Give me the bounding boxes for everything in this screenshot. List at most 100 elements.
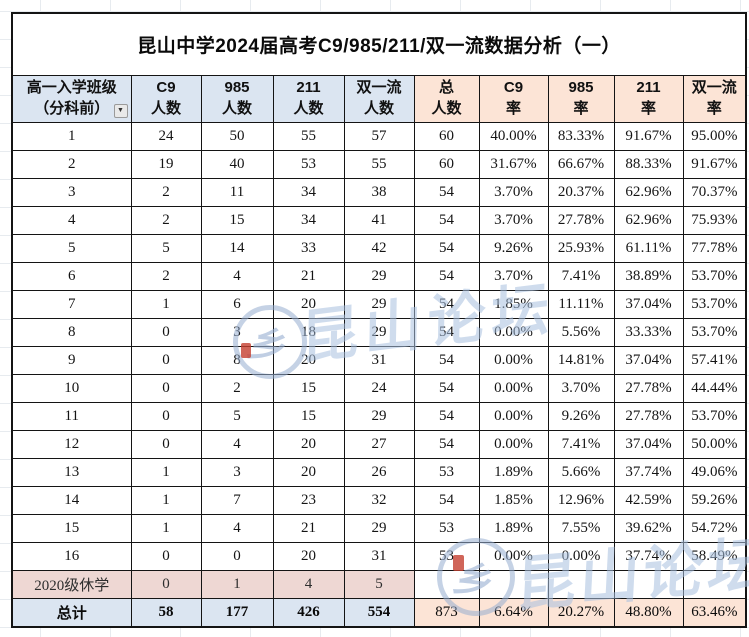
cell-p985_count[interactable]: 8 [200,345,274,375]
cell-c9_rate[interactable]: 0.00% [478,317,549,347]
cell-syl_rate[interactable]: 75.93% [682,205,747,235]
cell-p211_count[interactable]: 34 [272,205,345,235]
cell-total_count[interactable]: 54 [413,205,480,235]
cell-c9_rate[interactable]: 0.00% [478,401,549,431]
cell-syl_rate[interactable]: 59.26% [682,485,747,515]
cell-p985_rate[interactable] [547,569,615,599]
cell-syl_rate[interactable]: 53.70% [682,289,747,319]
cell-c9_count[interactable]: 0 [130,541,202,571]
cell-class[interactable]: 9 [11,345,132,375]
cell-class[interactable]: 11 [11,401,132,431]
cell-c9_count[interactable]: 0 [130,373,202,403]
cell-c9_rate[interactable]: 3.70% [478,261,549,291]
cell-syl_count[interactable]: 29 [343,317,415,347]
cell-p211_rate[interactable]: 37.04% [613,289,684,319]
cell-p985_rate[interactable]: 25.93% [547,233,615,263]
cell-p985_count[interactable]: 2 [200,373,274,403]
header-985-count[interactable]: 985 人数 [200,74,274,123]
cell-syl_count[interactable]: 32 [343,485,415,515]
cell-p985_rate[interactable]: 27.78% [547,205,615,235]
cell-p211_count[interactable]: 20 [272,457,345,487]
cell-c9_rate[interactable]: 1.85% [478,289,549,319]
cell-p211_count[interactable]: 15 [272,373,345,403]
cell-class[interactable]: 8 [11,317,132,347]
cell-p985_count[interactable]: 50 [200,121,274,151]
cell-class[interactable]: 总计 [11,597,132,628]
cell-p985_count[interactable]: 6 [200,289,274,319]
cell-syl_rate[interactable]: 70.37% [682,177,747,207]
cell-p985_count[interactable]: 0 [200,541,274,571]
cell-syl_count[interactable]: 31 [343,345,415,375]
cell-syl_count[interactable]: 24 [343,373,415,403]
cell-total_count[interactable]: 54 [413,261,480,291]
cell-p985_count[interactable]: 40 [200,149,274,179]
cell-p985_count[interactable]: 14 [200,233,274,263]
cell-class[interactable]: 14 [11,485,132,515]
header-total-count[interactable]: 总 人数 [413,74,480,123]
header-211-rate[interactable]: 211 率 [613,74,684,123]
cell-p985_rate[interactable]: 7.41% [547,261,615,291]
cell-p211_count[interactable]: 20 [272,429,345,459]
cell-p985_rate[interactable]: 11.11% [547,289,615,319]
cell-p211_count[interactable]: 20 [272,345,345,375]
cell-c9_rate[interactable]: 6.64% [478,597,549,628]
cell-c9_count[interactable]: 0 [130,429,202,459]
cell-p985_rate[interactable]: 7.41% [547,429,615,459]
header-shuangyiliu-count[interactable]: 双一流 人数 [343,74,415,123]
cell-p211_rate[interactable] [613,569,684,599]
cell-c9_rate[interactable]: 3.70% [478,177,549,207]
cell-p211_rate[interactable]: 27.78% [613,401,684,431]
cell-total_count[interactable]: 54 [413,177,480,207]
cell-c9_count[interactable]: 58 [130,597,202,628]
cell-p211_rate[interactable]: 48.80% [613,597,684,628]
cell-syl_rate[interactable]: 58.49% [682,541,747,571]
cell-p211_count[interactable]: 23 [272,485,345,515]
cell-c9_count[interactable]: 2 [130,261,202,291]
cell-p211_rate[interactable]: 91.67% [613,121,684,151]
cell-p985_count[interactable]: 1 [200,569,274,599]
cell-p985_count[interactable]: 3 [200,317,274,347]
cell-syl_rate[interactable]: 50.00% [682,429,747,459]
cell-syl_rate[interactable]: 57.41% [682,345,747,375]
cell-class[interactable]: 2 [11,149,132,179]
cell-c9_count[interactable]: 0 [130,569,202,599]
cell-p211_rate[interactable]: 37.74% [613,457,684,487]
cell-p211_rate[interactable]: 42.59% [613,485,684,515]
cell-syl_rate[interactable]: 54.72% [682,513,747,543]
header-c9-rate[interactable]: C9 率 [478,74,549,123]
cell-syl_count[interactable]: 41 [343,205,415,235]
cell-p211_count[interactable]: 20 [272,289,345,319]
cell-total_count[interactable]: 54 [413,289,480,319]
cell-p211_rate[interactable]: 61.11% [613,233,684,263]
cell-p211_count[interactable]: 426 [272,597,345,628]
cell-syl_count[interactable]: 38 [343,177,415,207]
cell-p211_rate[interactable]: 62.96% [613,177,684,207]
cell-c9_count[interactable]: 0 [130,317,202,347]
cell-p985_count[interactable]: 7 [200,485,274,515]
cell-total_count[interactable]: 53 [413,457,480,487]
cell-p211_count[interactable]: 18 [272,317,345,347]
cell-syl_count[interactable]: 42 [343,233,415,263]
cell-p211_rate[interactable]: 39.62% [613,513,684,543]
cell-c9_rate[interactable]: 0.00% [478,345,549,375]
cell-syl_rate[interactable]: 91.67% [682,149,747,179]
cell-c9_rate[interactable]: 0.00% [478,429,549,459]
cell-syl_count[interactable]: 5 [343,569,415,599]
cell-p211_count[interactable]: 4 [272,569,345,599]
cell-c9_rate[interactable]: 3.70% [478,205,549,235]
header-class[interactable]: 高一入学班级 （分科前） ▼ [11,74,132,123]
cell-syl_count[interactable]: 27 [343,429,415,459]
cell-c9_rate[interactable]: 0.00% [478,541,549,571]
cell-p985_count[interactable]: 11 [200,177,274,207]
cell-p985_count[interactable]: 4 [200,261,274,291]
cell-p985_rate[interactable]: 3.70% [547,373,615,403]
cell-p211_rate[interactable]: 38.89% [613,261,684,291]
cell-syl_count[interactable]: 31 [343,541,415,571]
cell-total_count[interactable]: 54 [413,317,480,347]
cell-p985_rate[interactable]: 12.96% [547,485,615,515]
cell-total_count[interactable]: 54 [413,485,480,515]
cell-p211_rate[interactable]: 37.04% [613,345,684,375]
cell-p211_count[interactable]: 34 [272,177,345,207]
cell-c9_count[interactable]: 1 [130,485,202,515]
cell-p985_rate[interactable]: 20.37% [547,177,615,207]
